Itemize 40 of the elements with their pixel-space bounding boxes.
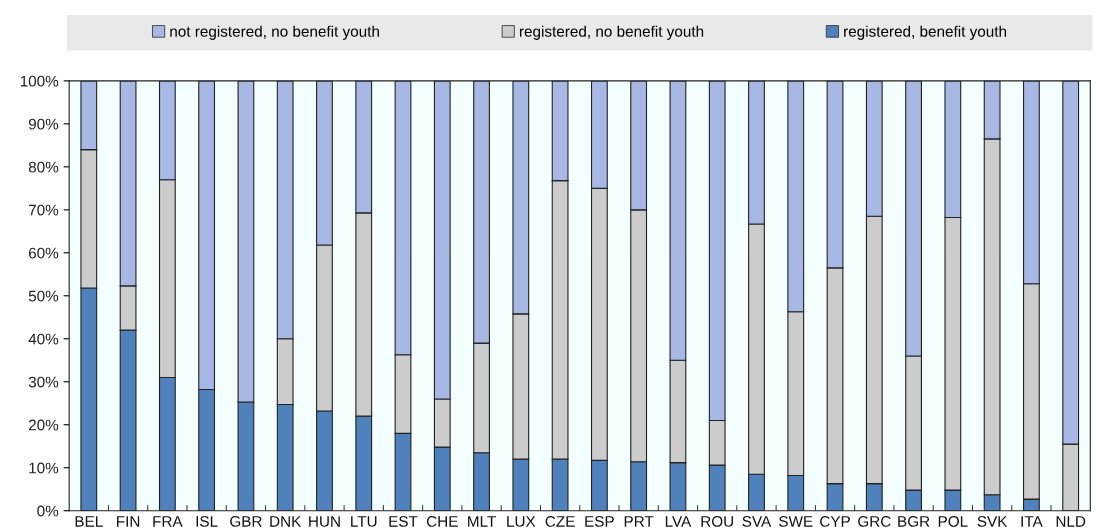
x-tick-label: LUX — [507, 516, 536, 527]
y-tick-label: 70% — [28, 204, 59, 216]
x-tick-label: CZE — [545, 515, 575, 527]
x-tick-label: BEL — [75, 516, 103, 527]
legend-label: registered, benefit youth — [844, 25, 1007, 40]
y-tick-label: 20% — [28, 419, 59, 431]
x-tick-label: LVA — [665, 516, 692, 527]
x-tick-label: GBR — [230, 515, 262, 527]
x-tick-label: FIN — [117, 516, 140, 527]
x-tick-label: GRC — [858, 515, 891, 527]
x-tick-label: MLT — [468, 516, 496, 527]
y-tick-label: 50% — [28, 290, 59, 302]
x-tick-label: CHE — [426, 515, 458, 527]
x-tick-label: SVK — [977, 515, 1008, 527]
x-tick-label: ROU — [701, 515, 733, 527]
y-tick-label: 90% — [28, 118, 59, 130]
x-tick-label: ESP — [585, 515, 614, 527]
x-tick-label: EST — [389, 515, 418, 527]
x-tick-label: ITA — [1021, 516, 1043, 527]
x-tick-label: POL — [938, 515, 968, 527]
x-tick-label: ISL — [196, 515, 218, 527]
y-tick-label: 80% — [28, 161, 59, 173]
y-tick-label: 0% — [37, 505, 59, 517]
x-tick-label: NLD — [1056, 516, 1086, 527]
x-tick-label: FRA — [153, 516, 183, 527]
x-tick-label: DNK — [270, 516, 302, 527]
legend-label: not registered, no benefit youth — [170, 25, 379, 40]
y-tick-label: 10% — [29, 462, 59, 474]
y-tick-label: 100% — [20, 75, 59, 87]
y-tick-label: 30% — [28, 376, 59, 388]
x-tick-label: PRT — [624, 516, 654, 527]
x-tick-label: CYP — [820, 515, 850, 527]
x-tick-label: SVA — [742, 515, 772, 527]
x-tick-label: BGR — [898, 515, 930, 527]
x-tick-label: SWE — [779, 515, 813, 527]
y-tick-label: 60% — [28, 247, 59, 259]
y-tick-label: 40% — [28, 333, 59, 345]
x-tick-label: LTU — [351, 516, 377, 527]
x-tick-label: HUN — [309, 516, 340, 527]
legend-label: registered, no benefit youth — [519, 25, 704, 40]
